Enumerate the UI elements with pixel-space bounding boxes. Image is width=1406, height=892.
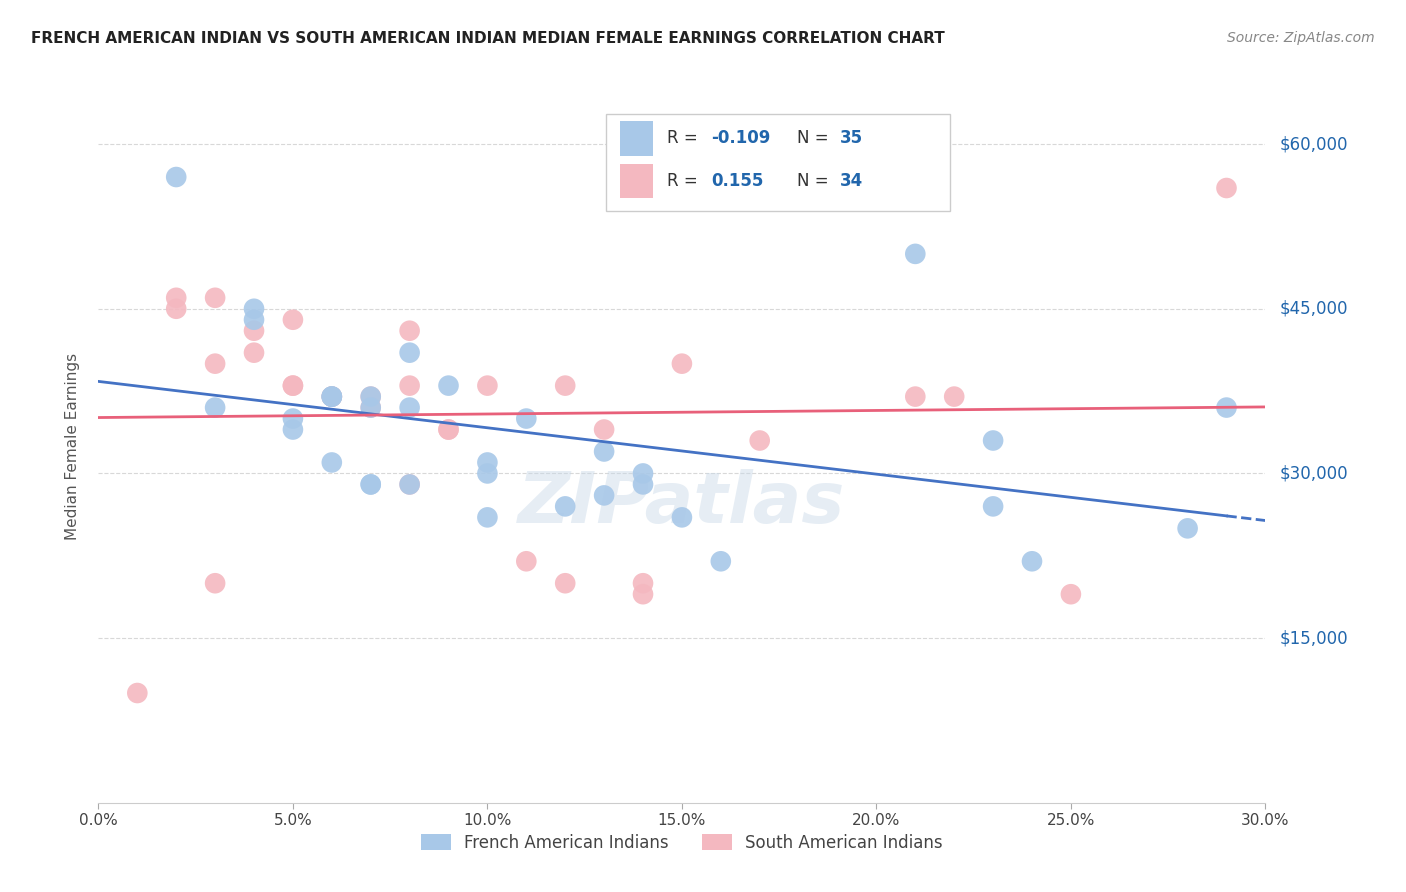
Bar bbox=[606, 114, 950, 211]
Point bbox=[943, 390, 966, 404]
Point bbox=[281, 378, 304, 392]
Point bbox=[281, 378, 304, 392]
Text: R =: R = bbox=[666, 129, 703, 147]
Point bbox=[204, 576, 226, 591]
Legend: French American Indians, South American Indians: French American Indians, South American … bbox=[415, 828, 949, 859]
Point bbox=[477, 455, 499, 469]
Point bbox=[127, 686, 149, 700]
Point bbox=[204, 357, 226, 371]
Point bbox=[165, 301, 187, 316]
Bar bbox=[620, 164, 652, 198]
Point bbox=[243, 345, 266, 359]
Point bbox=[360, 401, 382, 415]
Point bbox=[477, 467, 499, 481]
Y-axis label: Median Female Earnings: Median Female Earnings bbox=[65, 352, 80, 540]
Point bbox=[321, 390, 343, 404]
Point bbox=[281, 312, 304, 326]
Point bbox=[243, 301, 266, 316]
Point bbox=[981, 500, 1004, 514]
Point bbox=[748, 434, 770, 448]
Point bbox=[1215, 181, 1237, 195]
Point bbox=[477, 378, 499, 392]
Text: 0.155: 0.155 bbox=[711, 172, 763, 190]
Point bbox=[593, 444, 616, 458]
Point bbox=[243, 324, 266, 338]
Point bbox=[593, 488, 616, 502]
Point bbox=[477, 510, 499, 524]
Point bbox=[748, 192, 770, 206]
Point bbox=[398, 401, 420, 415]
Text: N =: N = bbox=[797, 172, 834, 190]
Point bbox=[1021, 554, 1043, 568]
Text: $15,000: $15,000 bbox=[1279, 629, 1348, 647]
Point bbox=[904, 247, 927, 261]
Point bbox=[1060, 587, 1083, 601]
Point bbox=[204, 401, 226, 415]
Point bbox=[360, 390, 382, 404]
Point bbox=[204, 291, 226, 305]
Text: Source: ZipAtlas.com: Source: ZipAtlas.com bbox=[1227, 31, 1375, 45]
Point bbox=[398, 378, 420, 392]
Text: 35: 35 bbox=[839, 129, 862, 147]
Text: ZIPatlas: ZIPatlas bbox=[519, 468, 845, 538]
Point bbox=[321, 390, 343, 404]
Text: -0.109: -0.109 bbox=[711, 129, 770, 147]
Point bbox=[631, 467, 654, 481]
Point bbox=[631, 587, 654, 601]
Point bbox=[321, 455, 343, 469]
Point bbox=[360, 401, 382, 415]
Point bbox=[1215, 401, 1237, 415]
Point bbox=[631, 576, 654, 591]
Point bbox=[360, 477, 382, 491]
Point bbox=[281, 423, 304, 437]
Text: $30,000: $30,000 bbox=[1279, 465, 1348, 483]
Text: FRENCH AMERICAN INDIAN VS SOUTH AMERICAN INDIAN MEDIAN FEMALE EARNINGS CORRELATI: FRENCH AMERICAN INDIAN VS SOUTH AMERICAN… bbox=[31, 31, 945, 46]
Point bbox=[398, 477, 420, 491]
Point bbox=[398, 324, 420, 338]
Point bbox=[360, 477, 382, 491]
Text: R =: R = bbox=[666, 172, 709, 190]
Point bbox=[398, 477, 420, 491]
Point bbox=[671, 357, 693, 371]
Point bbox=[554, 500, 576, 514]
Point bbox=[515, 554, 537, 568]
Point bbox=[631, 477, 654, 491]
Point bbox=[593, 423, 616, 437]
Point bbox=[554, 576, 576, 591]
Point bbox=[281, 411, 304, 425]
Point bbox=[515, 411, 537, 425]
Point bbox=[321, 390, 343, 404]
Point bbox=[321, 390, 343, 404]
Point bbox=[360, 390, 382, 404]
Point bbox=[437, 423, 460, 437]
Point bbox=[398, 345, 420, 359]
Bar bbox=[620, 121, 652, 155]
Text: $45,000: $45,000 bbox=[1279, 300, 1348, 318]
Point bbox=[437, 378, 460, 392]
Point bbox=[981, 434, 1004, 448]
Point bbox=[321, 390, 343, 404]
Point bbox=[165, 291, 187, 305]
Point bbox=[671, 510, 693, 524]
Point bbox=[710, 554, 733, 568]
Text: N =: N = bbox=[797, 129, 834, 147]
Point bbox=[554, 378, 576, 392]
Text: $60,000: $60,000 bbox=[1279, 135, 1348, 153]
Point bbox=[1177, 521, 1199, 535]
Point bbox=[243, 312, 266, 326]
Text: 34: 34 bbox=[839, 172, 863, 190]
Point bbox=[904, 390, 927, 404]
Point bbox=[165, 169, 187, 184]
Point bbox=[437, 423, 460, 437]
